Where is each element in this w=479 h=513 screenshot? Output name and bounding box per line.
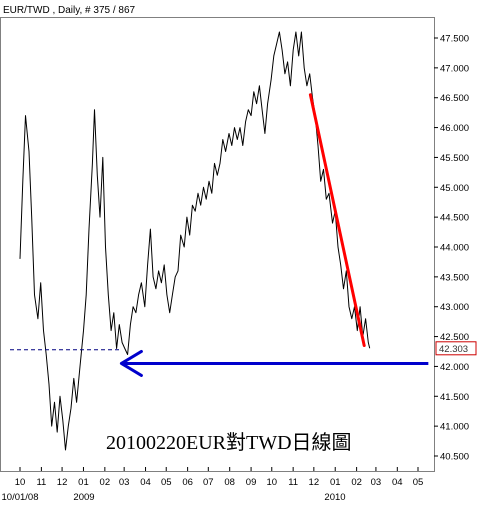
y-axis: 40.500 41.000 41.500 42.000 42.500 43.000 43.5… [434, 34, 469, 463]
y-tick-label: 46.500 [440, 93, 469, 104]
x-tick-label: 05 [413, 477, 424, 488]
x-tick-label: 02 [351, 477, 362, 488]
y-tick-label: 45.500 [440, 153, 469, 164]
last-value-tag: 42.303 [435, 341, 477, 356]
y-tick-label: 43.500 [440, 272, 469, 283]
y-tick-label: 41.500 [440, 392, 469, 403]
x-tick-label: 10 [266, 477, 277, 488]
plot-area-frame [0, 17, 435, 472]
x-tick-label: 12 [309, 477, 320, 488]
series-layer [10, 31, 429, 451]
last-value-label: 42.303 [439, 344, 468, 355]
x-tick-label: 01 [330, 477, 341, 488]
x-tick-label: 01 [78, 477, 89, 488]
blue-arrow-head [119, 349, 143, 377]
x-sublabel: 10/01/08 [2, 492, 39, 503]
x-axis: 10 11 12 01 02 03 04 05 06 07 08 09 10 11 12 01 02 03 04 05… [2, 467, 424, 503]
x-tick-label: 11 [36, 477, 46, 488]
y-tick-label: 42.500 [440, 332, 469, 343]
y-tick-label: 40.500 [440, 452, 469, 463]
y-tick-label: 44.000 [440, 243, 469, 254]
y-tick-label: 42.000 [440, 362, 469, 373]
x-tick-label: 03 [371, 477, 382, 488]
y-tick-label: 47.500 [440, 34, 469, 45]
y-tick-label: 44.500 [440, 213, 469, 224]
y-tick-label: 46.000 [440, 123, 469, 134]
x-tick-label: 11 [288, 477, 298, 488]
y-tick-label: 41.000 [440, 422, 469, 433]
x-tick-label: 06 [182, 477, 193, 488]
x-sublabel: 2010 [324, 492, 345, 503]
last-value-box [435, 341, 477, 356]
y-tick-label: 47.000 [440, 63, 469, 74]
x-tick-label: 09 [246, 477, 257, 488]
chart-annotation-text: 20100220EUR對TWD日線圖 [106, 431, 352, 454]
x-sublabel: 2009 [73, 492, 94, 503]
x-tick-label: 04 [140, 477, 151, 488]
x-tick-label: 02 [100, 477, 111, 488]
x-tick-label: 07 [203, 477, 214, 488]
y-tick-label: 43.000 [440, 302, 469, 313]
x-tick-label: 03 [119, 477, 130, 488]
red-downtrend-line [308, 93, 366, 348]
x-tick-label: 08 [224, 477, 235, 488]
x-tick-label: 04 [392, 477, 403, 488]
x-tick-label: 05 [161, 477, 172, 488]
x-tick-label: 12 [57, 477, 68, 488]
y-tick-label: 45.000 [440, 183, 469, 194]
chart-header-title: EUR/TWD , Daily, # 375 / 867 [3, 5, 136, 16]
x-tick-label: 10 [15, 477, 26, 488]
